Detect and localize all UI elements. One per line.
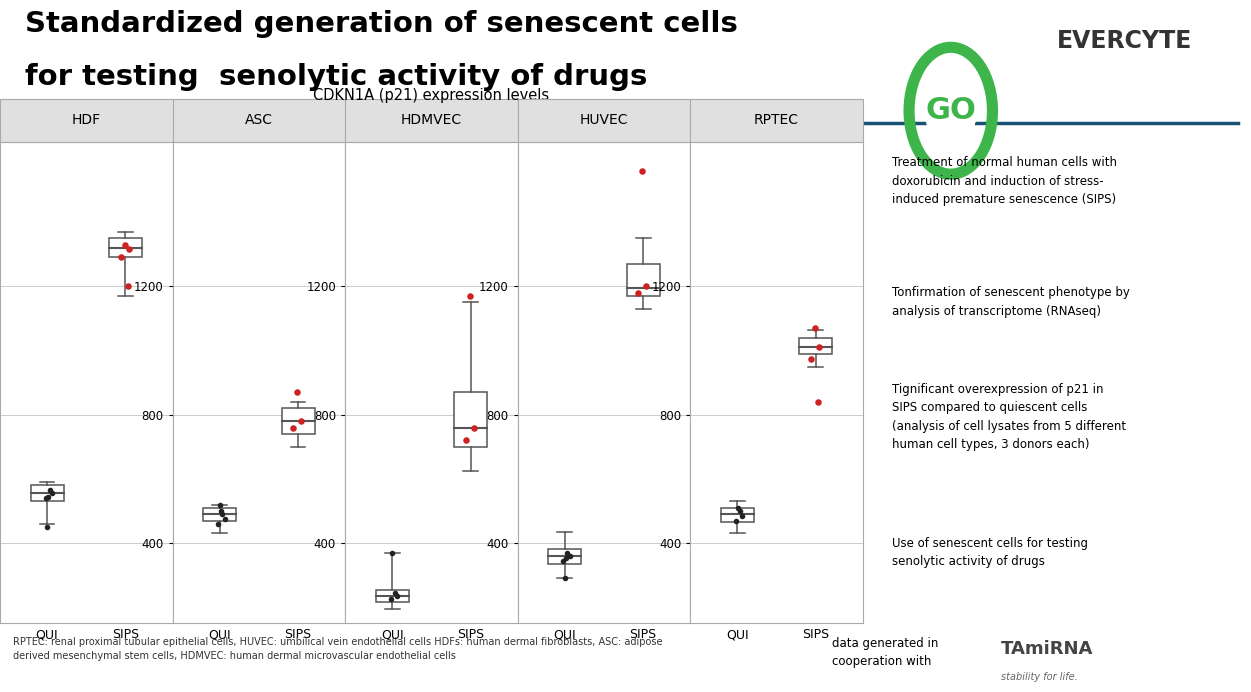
Point <box>291 416 311 427</box>
Text: for testing  senolytic activity of drugs: for testing senolytic activity of drugs <box>25 63 648 91</box>
Text: Treatment of normal human cells with
doxorubicin and induction of stress-
induce: Treatment of normal human cells with dox… <box>892 156 1117 206</box>
Point <box>208 518 228 529</box>
Bar <box>109 238 141 257</box>
Point <box>455 435 475 446</box>
Bar <box>30 485 64 501</box>
Point <box>557 547 577 558</box>
FancyBboxPatch shape <box>345 99 518 142</box>
Bar <box>375 590 409 603</box>
Text: Tignificant overexpression of p21 in
SIPS compared to quiescent cells
(analysis : Tignificant overexpression of p21 in SIP… <box>892 383 1126 451</box>
Bar <box>281 408 314 434</box>
Bar <box>721 508 754 522</box>
Point <box>559 550 579 561</box>
Point <box>36 493 56 504</box>
FancyBboxPatch shape <box>691 99 863 142</box>
Point <box>210 505 230 516</box>
Text: RPTEC: renal proximal tubular epithelial cells, HUVEC: umbilical vein endothelia: RPTEC: renal proximal tubular epithelial… <box>13 637 662 661</box>
FancyBboxPatch shape <box>518 99 691 142</box>
Text: GO: GO <box>926 96 976 125</box>
Point <box>118 281 138 292</box>
Text: HDMVEC: HDMVEC <box>400 113 462 127</box>
Text: stability for life.: stability for life. <box>1001 672 1077 682</box>
Point <box>732 510 752 521</box>
Point <box>729 505 749 516</box>
Point <box>728 502 748 513</box>
Text: Use of senescent cells for testing
senolytic activity of drugs: Use of senescent cells for testing senol… <box>892 537 1088 568</box>
Text: TAmiRNA: TAmiRNA <box>1001 640 1093 658</box>
Bar <box>454 392 487 447</box>
Point <box>284 422 304 433</box>
Point <box>215 513 235 525</box>
Bar <box>548 549 582 564</box>
Point <box>382 547 402 558</box>
Point <box>40 484 60 495</box>
FancyBboxPatch shape <box>173 99 345 142</box>
Bar <box>203 508 236 520</box>
Point <box>288 387 308 398</box>
Point <box>801 353 821 364</box>
Point <box>38 491 58 502</box>
Point <box>111 252 131 263</box>
Point <box>38 522 58 533</box>
Text: Tonfirmation of senescent phenotype by
analysis of transcriptome (RNAseq): Tonfirmation of senescent phenotype by a… <box>892 286 1130 318</box>
Text: RPTEC: RPTEC <box>754 113 799 127</box>
Text: Standardized generation of senescent cells: Standardized generation of senescent cel… <box>25 10 738 39</box>
Point <box>387 590 407 601</box>
Point <box>808 397 828 408</box>
Bar <box>627 264 659 296</box>
FancyBboxPatch shape <box>0 99 173 142</box>
Point <box>115 239 135 251</box>
Point <box>119 244 139 255</box>
Point <box>628 287 648 298</box>
Text: data generated in
cooperation with: data generated in cooperation with <box>832 637 938 668</box>
Point <box>213 509 233 520</box>
Circle shape <box>924 71 977 150</box>
Point <box>554 573 574 584</box>
Text: EVERCYTE: EVERCYTE <box>1057 29 1192 53</box>
Bar <box>799 338 832 354</box>
Point <box>464 422 484 433</box>
Text: HUVEC: HUVEC <box>579 113 628 127</box>
Point <box>637 281 657 292</box>
Point <box>726 515 746 526</box>
Point <box>380 594 400 605</box>
Point <box>43 488 63 499</box>
Point <box>460 291 480 302</box>
Text: HDF: HDF <box>71 113 101 127</box>
Point <box>210 499 230 510</box>
Point <box>385 588 405 599</box>
Point <box>804 322 824 334</box>
Text: ASC: ASC <box>245 113 273 127</box>
Point <box>808 342 828 353</box>
Point <box>555 552 575 563</box>
Point <box>553 555 573 566</box>
Point <box>633 165 653 176</box>
Title: CDKN1A (p21) expression levels: CDKN1A (p21) expression levels <box>313 89 549 103</box>
